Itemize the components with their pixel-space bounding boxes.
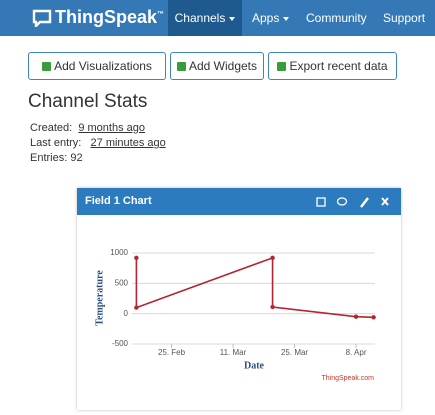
nav-label[interactable]: Apps [252,11,280,25]
stat-row: Created: 9 months ago [30,122,145,134]
brand-text[interactable]: ThingSpeak [55,7,158,27]
nav-label[interactable]: Channels [174,11,226,25]
logo-icon [32,9,52,27]
button-label[interactable]: Export recent data [289,59,388,73]
trademark: ™ [157,11,165,18]
stat-row: Last entry: 27 minutes ago [30,137,166,149]
button[interactable]: Add Widgets [170,52,264,80]
nav-item[interactable]: Channels [168,0,242,36]
widget-header: Field 1 Chart [77,188,401,215]
stat-value: 92 [70,152,83,164]
stat-link[interactable]: 9 months ago [78,122,145,134]
brand[interactable]: ThingSpeak™ [55,7,164,28]
widget [77,188,401,410]
button[interactable]: Add Visualizations [28,52,166,80]
nav-label[interactable]: Support [383,11,426,25]
button[interactable]: Export recent data [268,52,397,80]
nav-item[interactable]: Apps [252,0,290,36]
widget-icons [316,197,389,208]
stat-label: Created: [30,122,73,134]
stat-row: Entries: 92 [30,152,83,164]
close-icon[interactable] [381,197,389,206]
nav-item[interactable]: Community [306,0,367,36]
open-icon[interactable] [316,197,326,207]
stat-label: Last entry: [30,137,82,149]
nav-item[interactable]: Support [383,0,435,57]
button-label[interactable]: Add Visualizations [54,59,152,73]
heading: Channel Stats [28,91,148,112]
edit-icon[interactable] [360,197,369,208]
comment-icon[interactable] [336,197,348,206]
stat-link[interactable]: 27 minutes ago [90,137,166,149]
widget-title: Field 1 Chart [85,195,152,207]
button-label[interactable]: Add Widgets [188,59,258,73]
navbar: ThingSpeak™ Channels Apps Community Supp… [0,0,435,57]
stat-label: Entries: [30,152,68,164]
nav-label[interactable]: Community [306,11,367,25]
